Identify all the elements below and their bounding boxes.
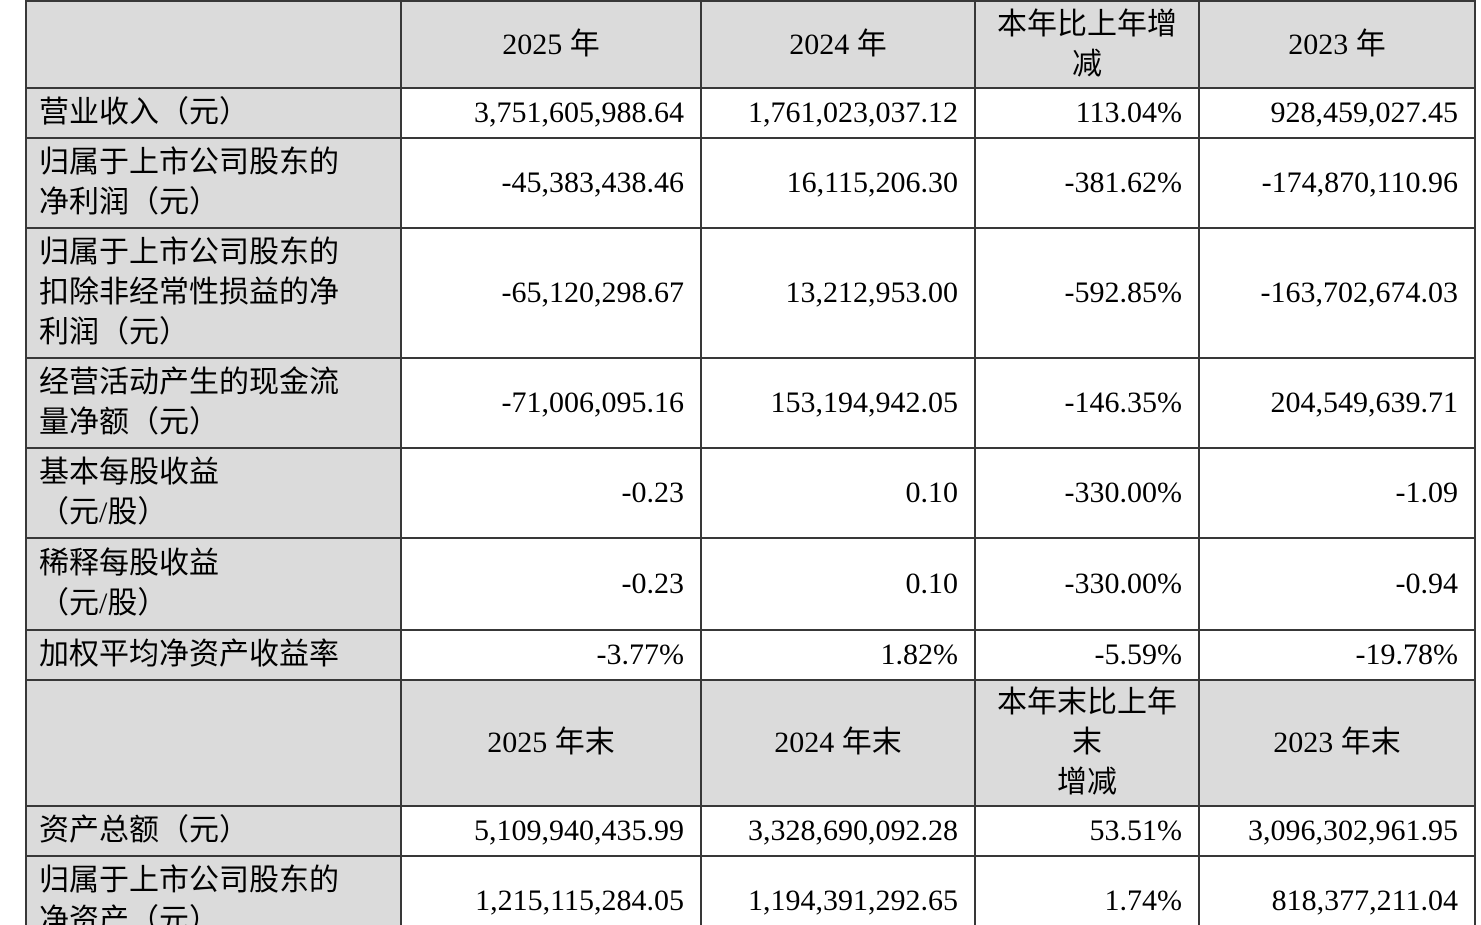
- row-label-total-assets: 资产总额（元）: [25, 805, 402, 857]
- table-row: 归属于上市公司股东的 净资产（元） 1,215,115,284.05 1,194…: [25, 855, 1476, 925]
- row-label-revenue: 营业收入（元）: [25, 87, 402, 139]
- table-row: 基本每股收益 （元/股） -0.23 0.10 -330.00% -1.09: [25, 447, 1476, 539]
- cell-operating-cash-flow-2024: 153,194,942.05: [700, 357, 976, 449]
- cell-net-profit-yoy: -381.62%: [974, 137, 1200, 229]
- financial-summary-table: 2025 年 2024 年 本年比上年增 减 2023 年 营业收入（元） 3,…: [25, 0, 1476, 925]
- col-header-2024-end: 2024 年末: [700, 679, 976, 807]
- cell-net-profit-excl-yoy: -592.85%: [974, 227, 1200, 359]
- table-row: 经营活动产生的现金流 量净额（元） -71,006,095.16 153,194…: [25, 357, 1476, 449]
- row-label-net-profit: 归属于上市公司股东的 净利润（元）: [25, 137, 402, 229]
- col-header-2024: 2024 年: [700, 0, 976, 89]
- row-label-net-assets: 归属于上市公司股东的 净资产（元）: [25, 855, 402, 925]
- cell-weighted-avg-roe-2023: -19.78%: [1198, 629, 1476, 681]
- table-row: 归属于上市公司股东的 扣除非经常性损益的净 利润（元） -65,120,298.…: [25, 227, 1476, 359]
- col-header-blank-2: [25, 679, 402, 807]
- row-label-net-profit-excl-nonrecurring: 归属于上市公司股东的 扣除非经常性损益的净 利润（元）: [25, 227, 402, 359]
- cell-net-assets-change: 1.74%: [974, 855, 1200, 925]
- cell-total-assets-2023: 3,096,302,961.95: [1198, 805, 1476, 857]
- cell-operating-cash-flow-2023: 204,549,639.71: [1198, 357, 1476, 449]
- cell-weighted-avg-roe-2024: 1.82%: [700, 629, 976, 681]
- cell-net-profit-excl-2023: -163,702,674.03: [1198, 227, 1476, 359]
- table-row: 营业收入（元） 3,751,605,988.64 1,761,023,037.1…: [25, 87, 1476, 139]
- row-label-operating-cash-flow: 经营活动产生的现金流 量净额（元）: [25, 357, 402, 449]
- cell-revenue-yoy: 113.04%: [974, 87, 1200, 139]
- cell-diluted-eps-2024: 0.10: [700, 537, 976, 631]
- cell-weighted-avg-roe-2025: -3.77%: [400, 629, 702, 681]
- cell-operating-cash-flow-2025: -71,006,095.16: [400, 357, 702, 449]
- table-row: 加权平均净资产收益率 -3.77% 1.82% -5.59% -19.78%: [25, 629, 1476, 681]
- cell-total-assets-2024: 3,328,690,092.28: [700, 805, 976, 857]
- col-header-2025: 2025 年: [400, 0, 702, 89]
- cell-net-profit-2023: -174,870,110.96: [1198, 137, 1476, 229]
- cell-net-assets-2024: 1,194,391,292.65: [700, 855, 976, 925]
- cell-basic-eps-2025: -0.23: [400, 447, 702, 539]
- table-row: 稀释每股收益 （元/股） -0.23 0.10 -330.00% -0.94: [25, 537, 1476, 631]
- period-header-row: 2025 年 2024 年 本年比上年增 减 2023 年: [25, 0, 1476, 89]
- cell-net-assets-2025: 1,215,115,284.05: [400, 855, 702, 925]
- cell-revenue-2025: 3,751,605,988.64: [400, 87, 702, 139]
- cell-basic-eps-2024: 0.10: [700, 447, 976, 539]
- cell-diluted-eps-2023: -0.94: [1198, 537, 1476, 631]
- table-row: 归属于上市公司股东的 净利润（元） -45,383,438.46 16,115,…: [25, 137, 1476, 229]
- row-label-weighted-avg-roe: 加权平均净资产收益率: [25, 629, 402, 681]
- cell-revenue-2023: 928,459,027.45: [1198, 87, 1476, 139]
- table-row: 资产总额（元） 5,109,940,435.99 3,328,690,092.2…: [25, 805, 1476, 857]
- col-header-yoy-change: 本年比上年增 减: [974, 0, 1200, 89]
- col-header-2023: 2023 年: [1198, 0, 1476, 89]
- col-header-blank: [25, 0, 402, 89]
- cell-operating-cash-flow-yoy: -146.35%: [974, 357, 1200, 449]
- cell-diluted-eps-yoy: -330.00%: [974, 537, 1200, 631]
- row-label-diluted-eps: 稀释每股收益 （元/股）: [25, 537, 402, 631]
- cell-net-profit-2025: -45,383,438.46: [400, 137, 702, 229]
- cell-basic-eps-2023: -1.09: [1198, 447, 1476, 539]
- cell-revenue-2024: 1,761,023,037.12: [700, 87, 976, 139]
- cell-weighted-avg-roe-yoy: -5.59%: [974, 629, 1200, 681]
- cell-total-assets-change: 53.51%: [974, 805, 1200, 857]
- col-header-2023-end: 2023 年末: [1198, 679, 1476, 807]
- cell-net-profit-2024: 16,115,206.30: [700, 137, 976, 229]
- cell-net-profit-excl-2024: 13,212,953.00: [700, 227, 976, 359]
- cell-net-profit-excl-2025: -65,120,298.67: [400, 227, 702, 359]
- col-header-2025-end: 2025 年末: [400, 679, 702, 807]
- col-header-yearend-change: 本年末比上年 末 增减: [974, 679, 1200, 807]
- cell-basic-eps-yoy: -330.00%: [974, 447, 1200, 539]
- row-label-basic-eps: 基本每股收益 （元/股）: [25, 447, 402, 539]
- cell-net-assets-2023: 818,377,211.04: [1198, 855, 1476, 925]
- cell-diluted-eps-2025: -0.23: [400, 537, 702, 631]
- cell-total-assets-2025: 5,109,940,435.99: [400, 805, 702, 857]
- yearend-header-row: 2025 年末 2024 年末 本年末比上年 末 增减 2023 年末: [25, 679, 1476, 807]
